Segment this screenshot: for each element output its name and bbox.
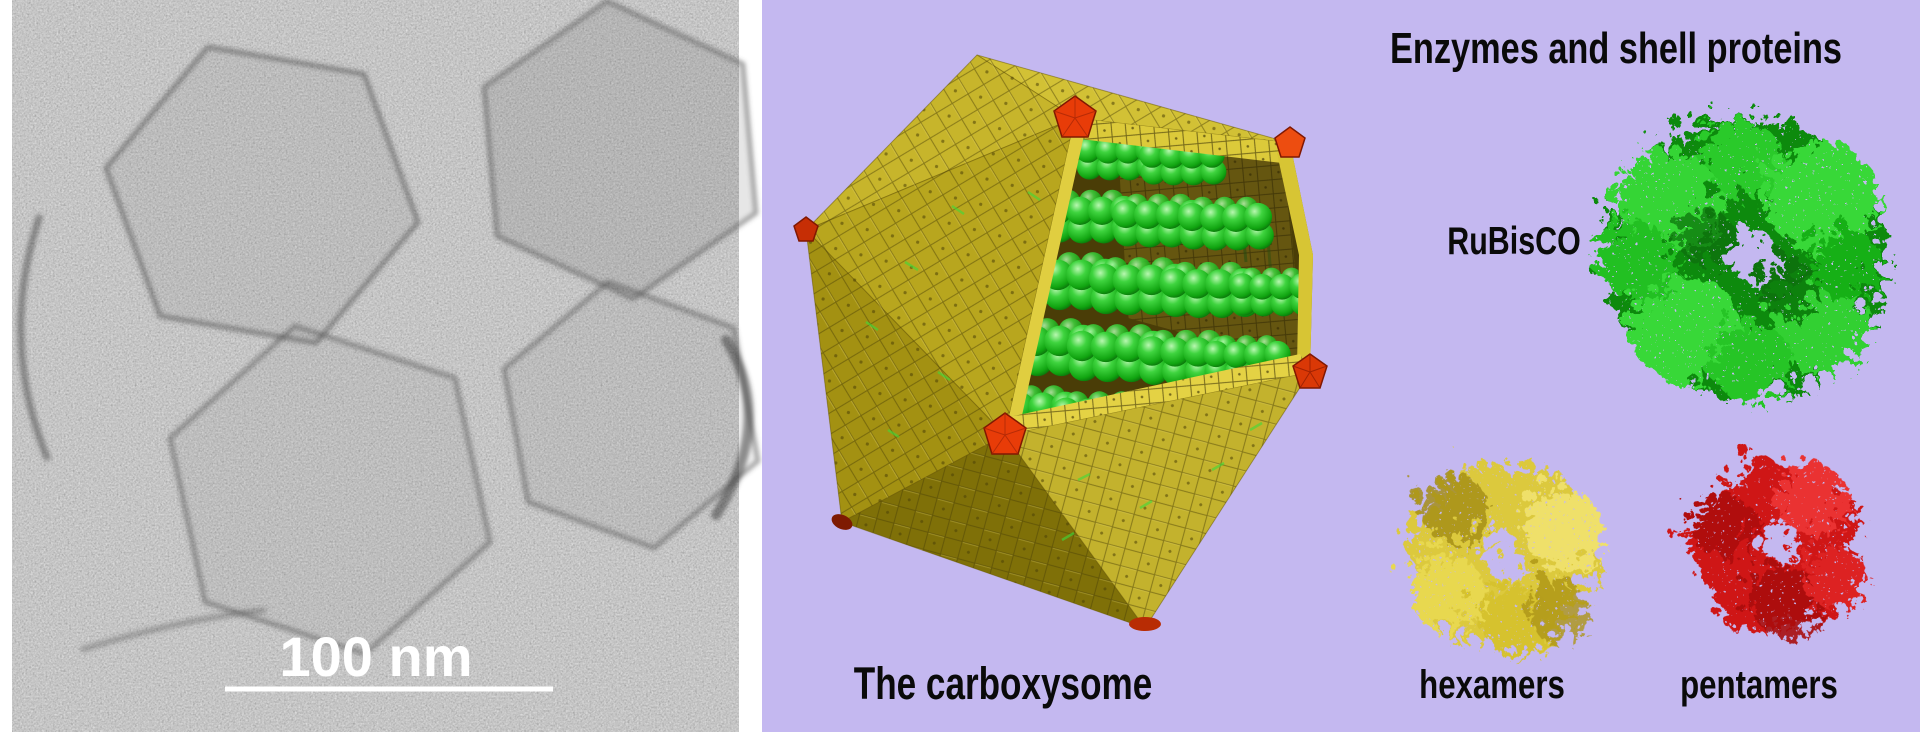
carboxysome-label: The carboxysome (853, 658, 1153, 709)
em-carboxysome-outlines (17, 0, 761, 657)
shell-face-tiling (806, 55, 1310, 628)
carboxysome-partial-arc (80, 607, 267, 653)
rubisco-label: RuBisCO (1447, 220, 1581, 263)
scale-bar-group: 100 nm (225, 625, 553, 692)
hexamers-label: hexamers (1419, 663, 1565, 707)
hexamer-structure (1395, 451, 1595, 643)
panel-heading: Enzymes and shell proteins (1389, 24, 1843, 73)
carboxysome-edge-shadow (711, 335, 754, 520)
cutaway-rims (1005, 118, 1313, 438)
em-micrograph: 100 nm (17, 0, 761, 719)
scale-bar-label: 100 nm (280, 625, 473, 688)
rubisco-structure (1589, 106, 1875, 391)
carboxysome-model (793, 54, 1328, 631)
tile-glints (865, 190, 1263, 542)
pentamer-structure (1671, 446, 1854, 631)
shell-vertices (793, 95, 1328, 631)
carboxysome-outline (501, 279, 761, 551)
carboxysome-outline (167, 323, 493, 657)
carboxysome-partial-arc (17, 213, 52, 462)
pentamers-label: pentamers (1680, 663, 1838, 707)
em-micrograph-panel: 100 nm (17, 0, 761, 719)
carboxysome-panel: Enzymes and shell proteins RuBisCO The c… (762, 0, 1920, 732)
